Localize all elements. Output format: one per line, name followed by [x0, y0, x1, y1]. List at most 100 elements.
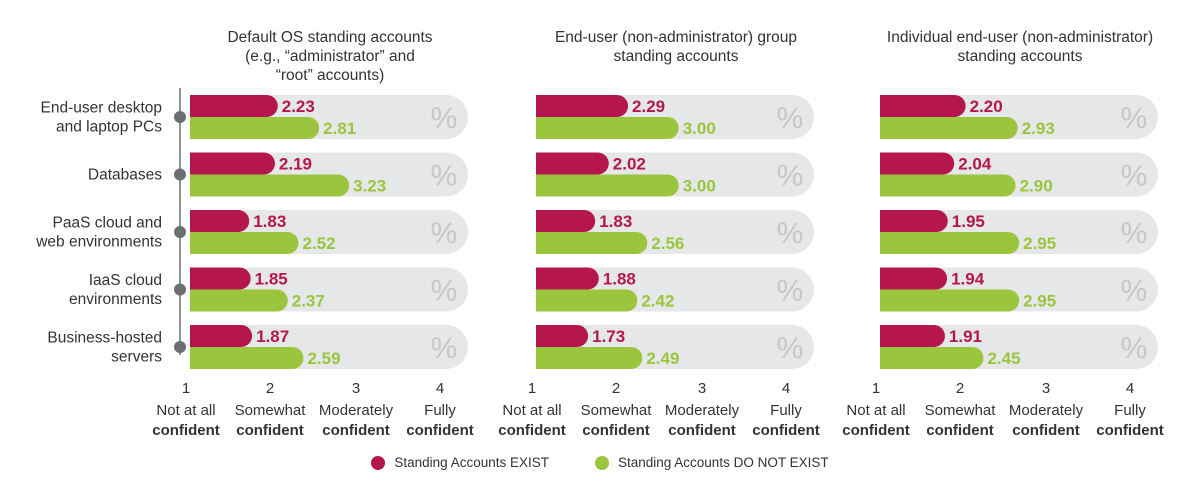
- category-label-3-0: IaaS cloud: [89, 272, 162, 289]
- bar-not-exist-0-4: [190, 347, 304, 369]
- tick-top-2-0: Not at all: [846, 402, 905, 419]
- category-marker-4: [174, 341, 186, 353]
- tick-num-0-0: 1: [182, 380, 190, 397]
- pct-symbol-0-0: %: [431, 102, 458, 135]
- bar-exist-0-0: [190, 95, 278, 117]
- bar-not-exist-1-3: [536, 289, 638, 312]
- tick-num-0-3: 4: [436, 380, 444, 397]
- label-exist-0-4: 1.87: [256, 327, 289, 346]
- label-exist-0-2: 1.83: [253, 212, 286, 231]
- panel-0: Default OS standing accounts (e.g., “admi…: [152, 29, 474, 439]
- category-marker-0: [174, 111, 186, 123]
- tick-bottom-2-1: confident: [926, 422, 994, 439]
- tick-top-1-0: Not at all: [502, 402, 561, 419]
- label-exist-1-1: 2.02: [613, 155, 646, 174]
- legend-swatch-not-exist: [594, 455, 609, 470]
- bar-exist-1-2: [536, 210, 596, 232]
- bar-exist-2-3: [880, 267, 948, 290]
- label-exist-1-3: 1.88: [603, 270, 636, 289]
- legend: Standing Accounts EXIST Standing Account…: [0, 455, 1200, 470]
- category-label-2-0: PaaS cloud and: [53, 215, 162, 232]
- label-not-exist-2-4: 2.45: [987, 349, 1020, 368]
- label-exist-2-4: 1.91: [949, 327, 982, 346]
- panel-2: Individual end-user (non-administrator) s…: [842, 29, 1164, 439]
- panel-title-2-0: Individual end-user (non-administrator): [887, 29, 1153, 46]
- label-not-exist-0-1: 3.23: [353, 177, 386, 196]
- label-not-exist-2-2: 2.95: [1023, 234, 1056, 253]
- category-label-4-1: servers: [111, 349, 162, 366]
- category-label-0-0: End-user desktop: [41, 100, 163, 117]
- tick-top-0-3: Fully: [424, 402, 456, 419]
- label-not-exist-0-3: 2.37: [292, 292, 325, 311]
- pct-symbol-2-4: %: [1121, 332, 1148, 365]
- tick-bottom-0-3: confident: [406, 422, 474, 439]
- panel-title-0-2: “root” accounts): [276, 67, 385, 84]
- panel-title-1-0: End-user (non-administrator) group: [555, 29, 797, 46]
- pct-symbol-1-4: %: [777, 332, 804, 365]
- pct-symbol-2-0: %: [1121, 102, 1148, 135]
- bar-not-exist-0-0: [190, 117, 320, 139]
- panel-1: End-user (non-administrator) group standi…: [498, 29, 820, 439]
- category-label-0-1: and laptop PCs: [56, 119, 162, 136]
- legend-item-exist: Standing Accounts EXIST: [371, 455, 549, 470]
- legend-label-exist: Standing Accounts EXIST: [394, 455, 549, 470]
- label-not-exist-1-2: 2.56: [651, 234, 684, 253]
- category-label-2-1: web environments: [35, 234, 162, 251]
- pct-symbol-0-4: %: [431, 332, 458, 365]
- bar-exist-1-0: [536, 95, 629, 117]
- category-marker-1: [174, 168, 186, 181]
- pct-symbol-2-2: %: [1121, 217, 1148, 250]
- tick-bottom-2-2: confident: [1012, 422, 1080, 439]
- tick-num-0-1: 2: [266, 380, 274, 397]
- tick-top-0-1: Somewhat: [235, 402, 307, 419]
- category-label-1-0: Databases: [88, 167, 162, 184]
- tick-num-2-0: 1: [872, 380, 880, 397]
- tick-num-1-0: 1: [528, 380, 536, 397]
- label-not-exist-0-0: 2.81: [323, 119, 356, 138]
- tick-top-1-2: Moderately: [665, 402, 740, 419]
- tick-num-2-1: 2: [956, 380, 964, 397]
- tick-top-0-0: Not at all: [156, 402, 215, 419]
- tick-num-1-2: 3: [698, 380, 706, 397]
- tick-bottom-1-2: confident: [668, 422, 736, 439]
- legend-swatch-exist: [371, 455, 386, 470]
- bar-not-exist-2-1: [880, 174, 1016, 197]
- label-exist-2-0: 2.20: [970, 97, 1003, 116]
- tick-num-2-2: 3: [1042, 380, 1050, 397]
- tick-bottom-0-0: confident: [152, 422, 220, 439]
- bar-exist-0-3: [190, 267, 251, 290]
- bar-not-exist-1-2: [536, 232, 648, 254]
- tick-bottom-2-3: confident: [1096, 422, 1164, 439]
- tick-top-2-1: Somewhat: [925, 402, 997, 419]
- tick-bottom-1-1: confident: [582, 422, 650, 439]
- bar-exist-2-0: [880, 95, 966, 117]
- bar-exist-0-1: [190, 152, 275, 175]
- bar-not-exist-1-4: [536, 347, 643, 369]
- bar-not-exist-2-4: [880, 347, 984, 369]
- bar-exist-1-4: [536, 325, 589, 347]
- tick-top-2-2: Moderately: [1009, 402, 1084, 419]
- tick-num-1-3: 4: [782, 380, 790, 397]
- bar-exist-1-1: [536, 152, 609, 175]
- bar-not-exist-1-0: [536, 117, 679, 139]
- tick-num-0-2: 3: [352, 380, 360, 397]
- bar-not-exist-2-0: [880, 117, 1018, 139]
- pct-symbol-0-1: %: [431, 160, 458, 193]
- pct-symbol-1-2: %: [777, 217, 804, 250]
- pct-symbol-2-3: %: [1121, 275, 1148, 308]
- label-not-exist-0-4: 2.59: [307, 349, 340, 368]
- label-not-exist-2-0: 2.93: [1022, 119, 1055, 138]
- tick-top-0-2: Moderately: [319, 402, 394, 419]
- category-marker-2: [174, 226, 186, 238]
- label-not-exist-1-1: 3.00: [683, 177, 716, 196]
- tick-num-2-3: 4: [1126, 380, 1134, 397]
- label-not-exist-1-0: 3.00: [683, 119, 716, 138]
- label-not-exist-0-2: 2.52: [302, 234, 335, 253]
- label-not-exist-2-3: 2.95: [1023, 292, 1056, 311]
- bar-exist-0-2: [190, 210, 250, 232]
- tick-bottom-1-3: confident: [752, 422, 820, 439]
- label-exist-2-1: 2.04: [958, 155, 992, 174]
- tick-bottom-0-1: confident: [236, 422, 304, 439]
- label-exist-0-3: 1.85: [255, 270, 288, 289]
- bar-exist-2-1: [880, 152, 955, 175]
